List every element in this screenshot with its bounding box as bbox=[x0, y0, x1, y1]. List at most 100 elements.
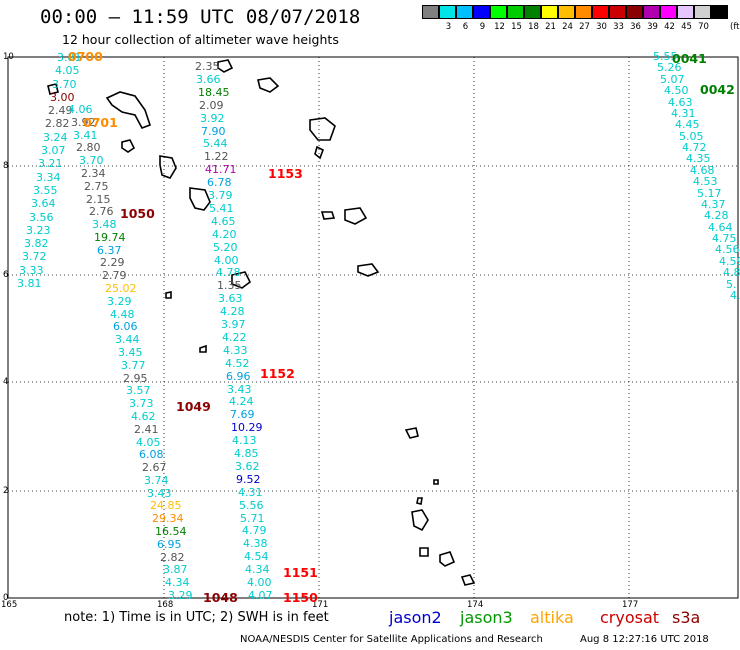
pass-time-label: 1151 bbox=[283, 565, 318, 580]
pass-time-label: 0041 bbox=[672, 51, 707, 66]
wave-height-value: 4.78 bbox=[216, 266, 241, 279]
island-shape bbox=[105, 91, 152, 129]
wave-height-value: 41.71 bbox=[205, 163, 237, 176]
wave-height-value: 3.56 bbox=[29, 211, 54, 224]
wave-height-value: 4.85 bbox=[234, 447, 259, 460]
legend-label: 33 bbox=[613, 22, 624, 32]
wave-height-value: 6.78 bbox=[207, 176, 232, 189]
island-shape bbox=[320, 211, 336, 220]
map-title: 00:00 — 11:59 UTC 08/07/2018 bbox=[40, 6, 361, 28]
wave-height-value: 4.64 bbox=[708, 221, 733, 234]
wave-height-value: 3.23 bbox=[26, 224, 51, 237]
latitude-tick: 10 bbox=[3, 52, 14, 62]
legend-color-swatch bbox=[490, 5, 507, 19]
wave-height-value: 4.34 bbox=[245, 563, 270, 576]
wave-height-value: 3.44 bbox=[115, 333, 140, 346]
island-shape bbox=[416, 497, 423, 505]
wave-height-value: 1.22 bbox=[204, 150, 229, 163]
legend-label: 12 bbox=[494, 22, 505, 32]
wave-height-value: 2.35 bbox=[195, 60, 220, 73]
wave-height-value: 3.57 bbox=[126, 384, 151, 397]
wave-height-value: 1.35 bbox=[217, 279, 242, 292]
generated-timestamp: Aug 8 12:27:16 UTC 2018 bbox=[580, 634, 709, 645]
wave-height-value: 3.55 bbox=[33, 184, 58, 197]
wave-height-value: 2.82 bbox=[160, 551, 185, 564]
wave-height-value: 5.41 bbox=[209, 202, 234, 215]
wave-height-value: 4.52 bbox=[225, 357, 250, 370]
legend-label: 70 bbox=[698, 22, 709, 32]
wave-height-value: 4.13 bbox=[232, 434, 257, 447]
wave-height-value: 4.62 bbox=[131, 410, 156, 423]
island-shape bbox=[357, 263, 380, 277]
wave-height-value: 3.87 bbox=[163, 563, 188, 576]
legend-label: 9 bbox=[479, 22, 486, 32]
wave-height-value: 4.06 bbox=[68, 103, 93, 116]
legend-label: 30 bbox=[596, 22, 607, 32]
longitude-tick: 165 bbox=[1, 600, 18, 610]
wave-height-value: 19.74 bbox=[94, 231, 126, 244]
wave-height-value: 3.63 bbox=[218, 292, 243, 305]
graticule-grid bbox=[8, 57, 738, 598]
island-shape bbox=[411, 509, 429, 532]
island-shape bbox=[404, 427, 419, 439]
wave-height-value: 4.33 bbox=[223, 344, 248, 357]
wave-height-value: 3.92 bbox=[200, 112, 225, 125]
wave-height-value: 4.45 bbox=[675, 118, 700, 131]
wave-height-value: 2.82 bbox=[45, 117, 70, 130]
satellite-cryosat: cryosat bbox=[600, 608, 660, 627]
wave-height-value: 3.70 bbox=[79, 154, 104, 167]
longitude-tick: 177 bbox=[622, 600, 639, 610]
wave-height-value: 3.82 bbox=[24, 237, 49, 250]
wave-height-value: 2.79 bbox=[102, 269, 127, 282]
legend-color-swatch bbox=[609, 5, 626, 19]
wave-height-value: 4.07 bbox=[248, 589, 273, 602]
satellite-s3a: s3a bbox=[672, 608, 701, 627]
wave-height-value: 3.81 bbox=[57, 51, 82, 64]
legend-color-swatch bbox=[473, 5, 490, 19]
legend-unit-label: (ft) bbox=[730, 22, 740, 32]
longitude-tick: 174 bbox=[467, 600, 484, 610]
wave-height-value: 4.24 bbox=[229, 395, 254, 408]
legend-color-swatch bbox=[575, 5, 592, 19]
legend-color-swatch bbox=[541, 5, 558, 19]
pass-time-label: 0700 bbox=[68, 49, 103, 64]
wave-height-value: 24.85 bbox=[150, 499, 182, 512]
wave-height-value: 4.63 bbox=[668, 96, 693, 109]
island-shape bbox=[189, 187, 211, 211]
wave-height-value: 4.79 bbox=[242, 524, 267, 537]
wave-height-value: 16.54 bbox=[155, 525, 187, 538]
legend-label: 36 bbox=[630, 22, 641, 32]
wave-height-value: 3.41 bbox=[73, 129, 98, 142]
wave-height-value: 3.45 bbox=[118, 346, 143, 359]
pass-time-label: 1152 bbox=[260, 366, 295, 381]
legend-color-swatch bbox=[524, 5, 541, 19]
pass-time-label: 1153 bbox=[268, 166, 303, 181]
wave-height-value: 4. bbox=[730, 289, 740, 302]
wave-height-value: 3.97 bbox=[221, 318, 246, 331]
legend-label: 24 bbox=[562, 22, 573, 32]
pass-time-label: 1049 bbox=[176, 399, 211, 414]
wave-height-value: 6.06 bbox=[113, 320, 138, 333]
wave-height-value: 4.20 bbox=[212, 228, 237, 241]
pass-time-label: 0701 bbox=[83, 115, 118, 130]
wave-height-value: 3.73 bbox=[129, 397, 154, 410]
latitude-tick: 6 bbox=[3, 270, 9, 280]
island-shape bbox=[439, 551, 456, 567]
wave-height-value: 3.66 bbox=[196, 73, 221, 86]
wave-height-value: 5.17 bbox=[697, 187, 722, 200]
island-shape bbox=[217, 59, 234, 73]
wave-height-value: 4.38 bbox=[243, 537, 268, 550]
island-outlines bbox=[47, 59, 476, 586]
pass-time-label: 0042 bbox=[700, 82, 735, 97]
wave-height-value: 4.00 bbox=[214, 254, 239, 267]
wave-height-value: 3.24 bbox=[43, 131, 68, 144]
legend-color-swatch bbox=[456, 5, 473, 19]
wave-height-value: 2.76 bbox=[89, 205, 114, 218]
legend-label: 45 bbox=[681, 22, 692, 32]
island-shape bbox=[314, 145, 325, 160]
wave-height-value: 7.90 bbox=[201, 125, 226, 138]
longitude-tick: 168 bbox=[157, 600, 174, 610]
wave-height-value: 3.62 bbox=[235, 460, 260, 473]
wave-height-value: 3.29 bbox=[107, 295, 132, 308]
